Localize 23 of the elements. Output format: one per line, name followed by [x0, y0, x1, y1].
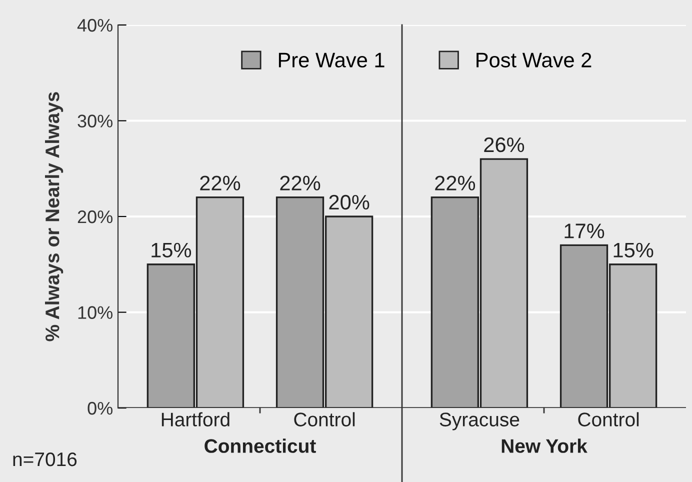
- x-axis-title: Connecticut: [204, 438, 316, 453]
- y-axis-title: % Always or Nearly Always: [44, 92, 64, 342]
- x-tick-label: Control: [578, 412, 639, 426]
- text: 22%: [435, 176, 476, 190]
- text: 15%: [614, 242, 654, 258]
- x-tick-label: Control: [294, 412, 355, 426]
- x-axis-title: New York: [502, 438, 588, 453]
- text: 15%: [152, 242, 192, 258]
- y-tick-label: 10%: [78, 306, 112, 319]
- text: 17%: [564, 224, 604, 238]
- y-tick-label: 20%: [78, 210, 112, 224]
- legend-label: Post Wave 2: [476, 52, 592, 68]
- text: 20%: [329, 194, 370, 210]
- text: 26%: [484, 137, 524, 152]
- y-tick-label: 0%: [88, 402, 112, 415]
- x-tick-label: Hartford: [162, 412, 230, 426]
- legend-label: Pre Wave 1: [278, 52, 384, 68]
- text: n=7016: [13, 452, 77, 466]
- y-tick-label: 30%: [78, 114, 112, 128]
- text: 22%: [200, 176, 240, 190]
- y-tick-label: 40%: [77, 18, 112, 32]
- x-tick-label: Syracuse: [440, 412, 520, 430]
- text: 22%: [280, 176, 320, 190]
